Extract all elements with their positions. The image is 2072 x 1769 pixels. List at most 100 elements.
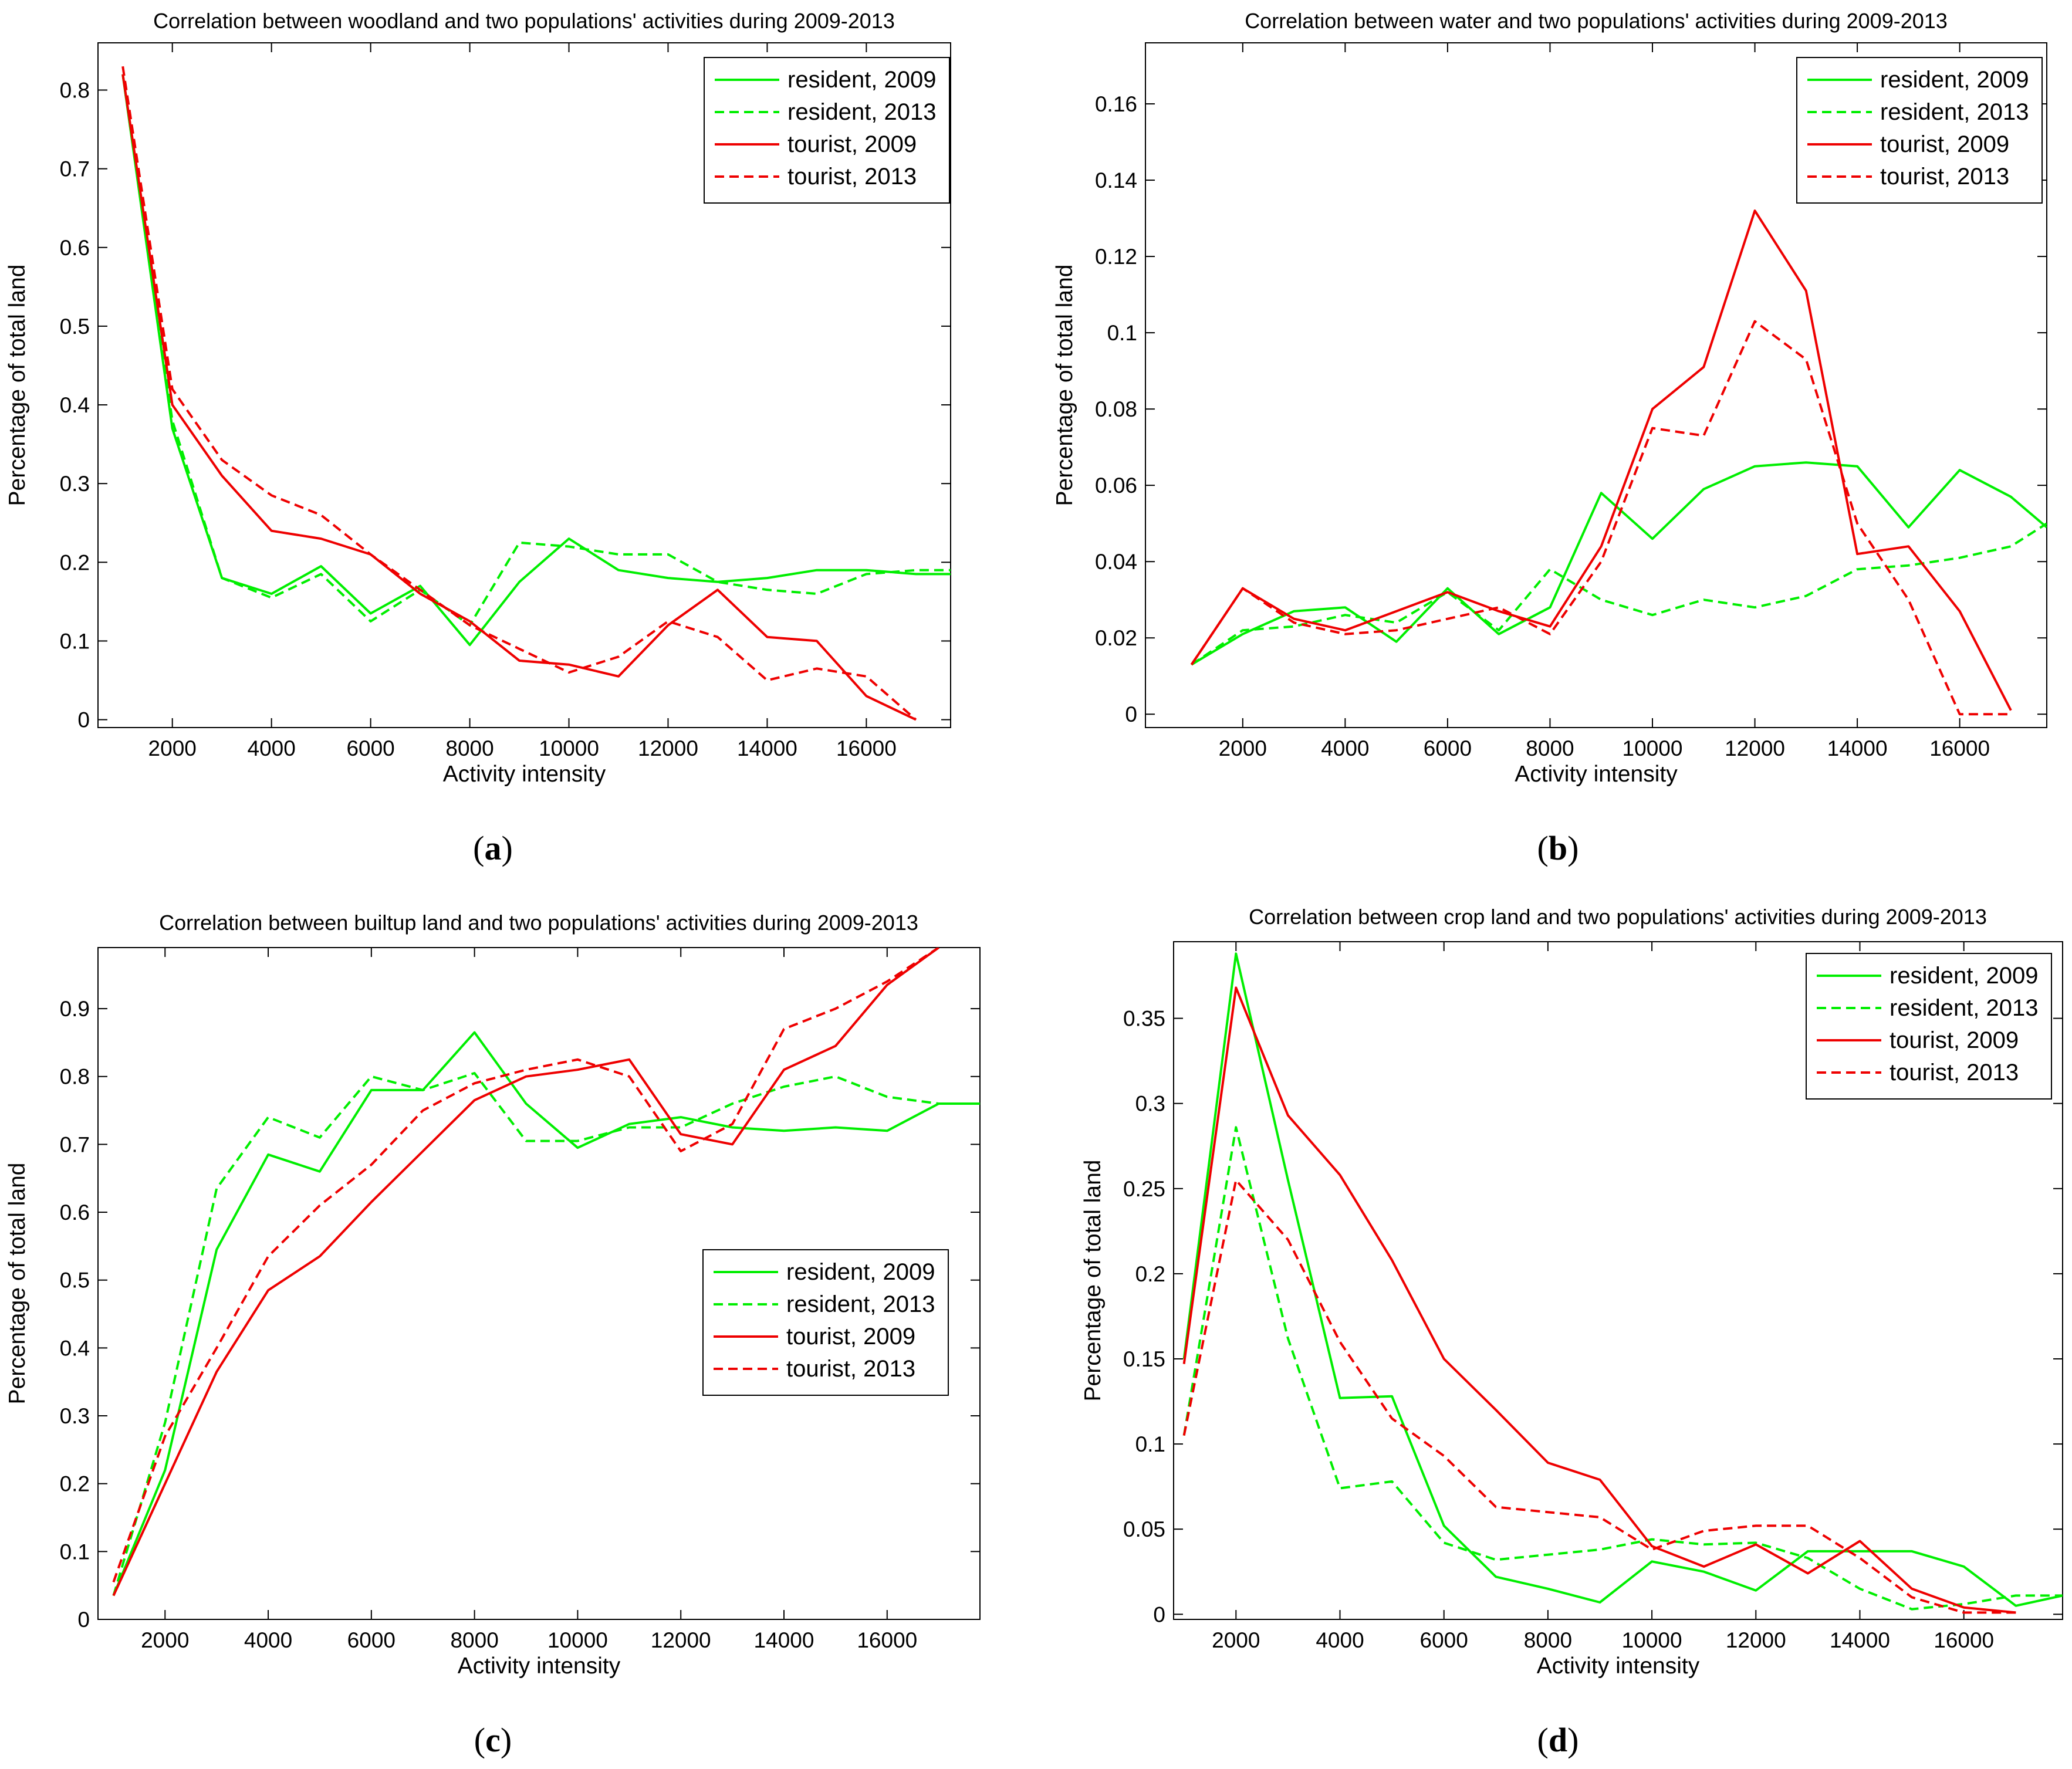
y-tick-label: 0 [1153,1602,1165,1626]
y-tick-label: 0.06 [1095,473,1137,498]
x-tick-label: 8000 [450,1628,498,1652]
legend-entry-label: tourist, 2009 [786,1324,915,1349]
x-tick-label: 6000 [1420,1628,1468,1652]
y-tick-label: 0.1 [1135,1432,1165,1456]
x-tick-label: 12000 [638,736,698,760]
plot-area-box [1173,941,2063,1620]
x-tick-label: 10000 [1623,736,1683,760]
series-line-resident-2013 [1191,522,2047,666]
series-line-tourist-2009 [1182,986,2016,1614]
y-tick-label: 0.2 [60,1472,90,1496]
series-line-tourist-2013 [121,66,917,721]
chart-panel-b: Correlation between water and two popula… [1052,9,2047,867]
y-tick-label: 0.1 [1107,321,1137,345]
series-line-resident-2013 [1182,1126,2063,1611]
x-tick-label: 2000 [148,736,197,760]
x-axis-label: Activity intensity [458,1653,621,1679]
x-tick-label: 8000 [445,736,494,760]
legend-entry-label: tourist, 2009 [787,131,917,157]
x-tick-label: 2000 [141,1628,189,1652]
y-tick-label: 0.6 [60,1200,90,1225]
x-axis-label: Activity intensity [1515,762,1678,787]
y-tick-label: 0.4 [60,1336,90,1360]
subfigure-letter: b [1549,829,1567,867]
chart-title: Correlation between builtup land and two… [159,911,918,935]
x-tick-label: 4000 [1316,1628,1364,1652]
legend-entry-label: resident, 2013 [1880,99,2029,125]
legend-entry-label: tourist, 2009 [1880,131,2009,157]
y-tick-label: 0.1 [60,1540,90,1564]
chart-panel-c: Correlation between builtup land and two… [5,911,981,1759]
series-line-tourist-2013 [1182,1179,2016,1614]
y-axis-label: Percentage of total land [5,1163,30,1405]
plot-area-box [97,947,981,1620]
y-tick-label: 0.7 [60,157,90,181]
y-tick-label: 0.25 [1123,1177,1165,1201]
x-tick-label: 16000 [857,1628,917,1652]
y-tick-label: 0 [77,708,90,732]
legend: resident, 2009 resident, 2013 tourist, 200… [704,57,950,204]
series-line-tourist-2009 [121,74,917,721]
chart-panel-d: Correlation between crop land and two po… [1080,905,2063,1759]
legend-entry-label: resident, 2013 [787,99,937,125]
y-axis-label: Percentage of total land [1052,265,1077,506]
x-tick-label: 14000 [737,736,797,760]
series-line-tourist-2009 [112,948,939,1597]
legend-entry-label: tourist, 2013 [1890,1060,2019,1085]
series-line-resident-2013 [121,74,951,627]
series-line-resident-2013 [112,1072,980,1597]
y-tick-label: 0.5 [60,314,90,339]
series-lines [1182,952,2063,1614]
x-tick-label: 12000 [651,1628,711,1652]
legend-entry-label: tourist, 2013 [787,164,917,190]
series-line-resident-2009 [121,74,951,647]
subfigure-letter: a [485,829,502,867]
subfigure-label: (a) [473,829,513,867]
legend-entry-label: resident, 2009 [1880,67,2029,93]
y-tick-label: 0.16 [1095,92,1137,116]
x-tick-label: 14000 [1830,1628,1890,1652]
legend-entry-label: resident, 2009 [1890,963,2039,989]
legend-box [702,1249,949,1396]
series-line-resident-2009 [112,1031,980,1597]
chart-title: Correlation between woodland and two pop… [153,9,895,33]
series-line-resident-2009 [1182,952,2063,1607]
x-tick-label: 14000 [754,1628,814,1652]
y-tick-label: 0.15 [1123,1347,1165,1371]
subfigure-letter: c [485,1721,501,1759]
y-tick-label: 0.4 [60,393,90,417]
legend-entry-label: resident, 2013 [786,1291,935,1317]
legend: resident, 2009 resident, 2013 tourist, 200… [702,1249,949,1396]
y-tick-label: 0.7 [60,1132,90,1156]
y-tick-label: 0.04 [1095,550,1137,574]
y-tick-label: 0.9 [60,997,90,1021]
y-tick-label: 0 [1125,702,1137,726]
y-tick-label: 0.5 [60,1269,90,1293]
x-axis-label: Activity intensity [443,762,606,787]
y-tick-label: 0.35 [1123,1007,1165,1031]
y-tick-label: 0.02 [1095,626,1137,650]
series-lines [112,948,980,1597]
legend-box [1796,57,2043,204]
x-tick-label: 16000 [1934,1628,1994,1652]
x-tick-label: 4000 [244,1628,292,1652]
x-tick-label: 10000 [1622,1628,1682,1652]
legend-entry-label: resident, 2009 [787,67,937,93]
legend-entry-label: tourist, 2009 [1890,1027,2019,1053]
legend-entry-label: tourist, 2013 [1880,164,2009,190]
y-tick-label: 0.6 [60,236,90,260]
y-tick-label: 0.1 [60,629,90,653]
legend-entry-label: tourist, 2013 [786,1356,915,1382]
y-tick-label: 0.8 [60,78,90,102]
legend-box [704,57,950,204]
y-tick-label: 0.12 [1095,245,1137,269]
legend-box [1806,953,2052,1100]
x-tick-label: 12000 [1726,1628,1786,1652]
series-line-tourist-2009 [1190,209,2012,711]
x-tick-label: 10000 [547,1628,608,1652]
x-tick-label: 8000 [1526,736,1574,760]
x-tick-label: 16000 [836,736,897,760]
y-axis-label: Percentage of total land [5,265,30,506]
y-axis-label: Percentage of total land [1080,1160,1106,1402]
